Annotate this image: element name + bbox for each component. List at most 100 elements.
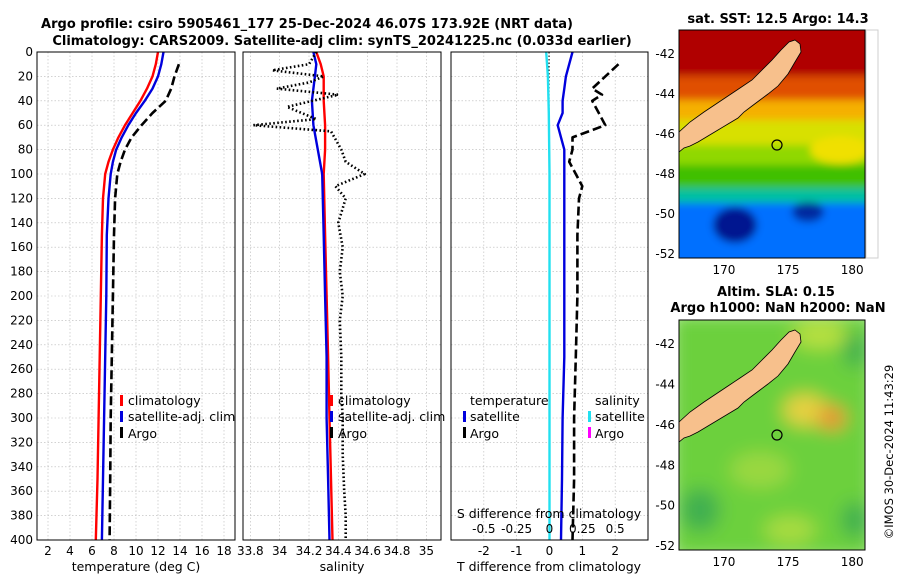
temperature-panel: 0 20 40 60 80 100 120 140 160 180 200 220 240 260 280 3… [10,45,236,574]
temperature-xlabel: temperature (deg C) [72,559,201,574]
x-tick-label: 1 [579,544,587,558]
salinity-difference-legend: salinity satellite Argo [588,393,645,441]
legend-label-satellite: satellite-adj. clim [338,409,445,424]
x-tick-label: 18 [216,544,231,558]
depth-tick-label: 180 [10,265,33,279]
x-tick-label: 34.4 [325,544,352,558]
sst-colorbar-edge [865,29,879,259]
sla-lon-tick-labels: 170 175 180 [712,555,863,569]
temperature-difference-legend: temperature satellite Argo [463,393,549,441]
legend-title-temperature: temperature [470,393,549,408]
lat-tick-label: -46 [655,127,675,141]
depth-tick-label: 340 [10,460,33,474]
lat-tick-label: -50 [655,207,675,221]
depth-tick-label: 320 [10,435,33,449]
sst-map-axes-box [678,29,866,259]
series-line-satellite-adj-clim [100,52,165,540]
depth-tick-label: 300 [10,411,33,425]
x-tick-label: -1 [511,544,523,558]
x-tick-label: 10 [128,544,143,558]
depth-tick-label: 200 [10,289,33,303]
salinity-legend: climatology satellite-adj. clim Argo [330,393,445,441]
sla-lat-tick-labels: -42 -44 -46 -48 -50 -52 [655,337,675,553]
salinity-lines [252,52,366,540]
series-line-satellite-adj-clim [310,52,331,540]
legend-label-satellite: satellite-adj. clim [128,409,235,424]
salinity-panel: 33.8 34 34.2 34.4 34.6 34.8 35 salinity climat… [237,51,445,574]
sla-float-marker [771,429,783,441]
new-zealand-land [679,39,802,153]
legend-label-argo: Argo [338,426,367,441]
series-line-climatology [94,52,160,540]
depth-tick-label: 260 [10,362,33,376]
lat-tick-label: -42 [655,337,675,351]
lon-tick-label: 170 [712,263,735,277]
t-difference-tick-labels: -2 -1 0 1 2 [478,544,619,558]
figure-title-line2: Climatology: CARS2009. Satellite-adj cli… [52,34,631,49]
x-tick-label: 35 [419,544,434,558]
temperature-legend: climatology satellite-adj. clim Argo [120,393,235,441]
legend-label-climatology: climatology [128,393,201,408]
series-line-argo [252,52,366,540]
salinity-grid [243,51,441,541]
series-line-argo [108,63,181,540]
legend-swatch-satellite [588,411,591,422]
depth-tick-label: 0 [25,45,33,59]
lon-tick-label: 175 [777,555,800,569]
x-tick-label: 12 [150,544,165,558]
t-difference-xlabel: T difference from climatology [456,559,642,574]
lat-tick-label: -44 [655,87,675,101]
lat-tick-label: -48 [655,167,675,181]
sst-map: sat. SST: 12.5 Argo: 14.3 -42 -44 -46 -48 -5… [655,12,868,277]
depth-tick-label: 120 [10,191,33,205]
difference-lines [545,52,620,540]
sst-lon-tick-labels: 170 175 180 [712,263,863,277]
series-line-climatology [315,52,334,540]
x-tick-label: 14 [172,544,187,558]
depth-tick-label: 380 [10,509,33,523]
temperature-axes-box [36,51,236,541]
depth-tick-label: 400 [10,533,33,547]
legend-label-argo: Argo [470,426,499,441]
legend-swatch-satellite [330,411,333,422]
x-tick-label: 6 [88,544,96,558]
lat-tick-label: -44 [655,378,675,392]
x-tick-label: 16 [194,544,209,558]
x-tick-label: 4 [66,544,74,558]
lon-tick-label: 175 [777,263,800,277]
lat-tick-label: -48 [655,458,675,472]
legend-swatch-argo [120,427,123,438]
legend-swatch-satellite [463,411,466,422]
x-tick-label: 34 [272,544,287,558]
lat-tick-label: -46 [655,418,675,432]
depth-tick-label: 80 [18,143,33,157]
legend-label-argo: Argo [128,426,157,441]
series-line-temperature-satellite [556,52,574,540]
lat-tick-label: -52 [655,539,675,553]
figure-title-line1: Argo profile: csiro 5905461_177 25-Dec-2… [41,17,573,32]
legend-label-argo: Argo [595,426,624,441]
s-tick-label: -0.25 [501,522,532,536]
s-difference-label: S difference from climatology [457,506,642,521]
temperature-lines [94,52,181,540]
depth-tick-label: 160 [10,240,33,254]
lon-tick-label: 170 [712,555,735,569]
sla-map-title-line1: Altim. SLA: 0.15 [717,285,835,300]
s-tick-label: 0.25 [569,522,596,536]
sla-map: Altim. SLA: 0.15 Argo h1000: NaN h2000: … [655,285,885,569]
imos-timestamp: ©IMOS 30-Dec-2024 11:43:29 [882,365,896,540]
x-tick-label: 2 [611,544,619,558]
salinity-tick-labels: 33.8 34 34.2 34.4 34.6 34.8 35 [237,544,434,558]
lat-tick-label: -50 [655,499,675,513]
sst-map-title: sat. SST: 12.5 Argo: 14.3 [687,12,868,27]
legend-label-climatology: climatology [338,393,411,408]
x-tick-label: 2 [44,544,52,558]
salinity-axes-box [242,51,442,541]
depth-tick-label: 20 [18,69,33,83]
lat-tick-label: -42 [655,47,675,61]
x-tick-label: 33.8 [237,544,264,558]
legend-swatch-climatology [330,395,333,406]
x-tick-label: 34.8 [384,544,411,558]
new-zealand-land [679,329,802,443]
salinity-xlabel: salinity [320,559,365,574]
